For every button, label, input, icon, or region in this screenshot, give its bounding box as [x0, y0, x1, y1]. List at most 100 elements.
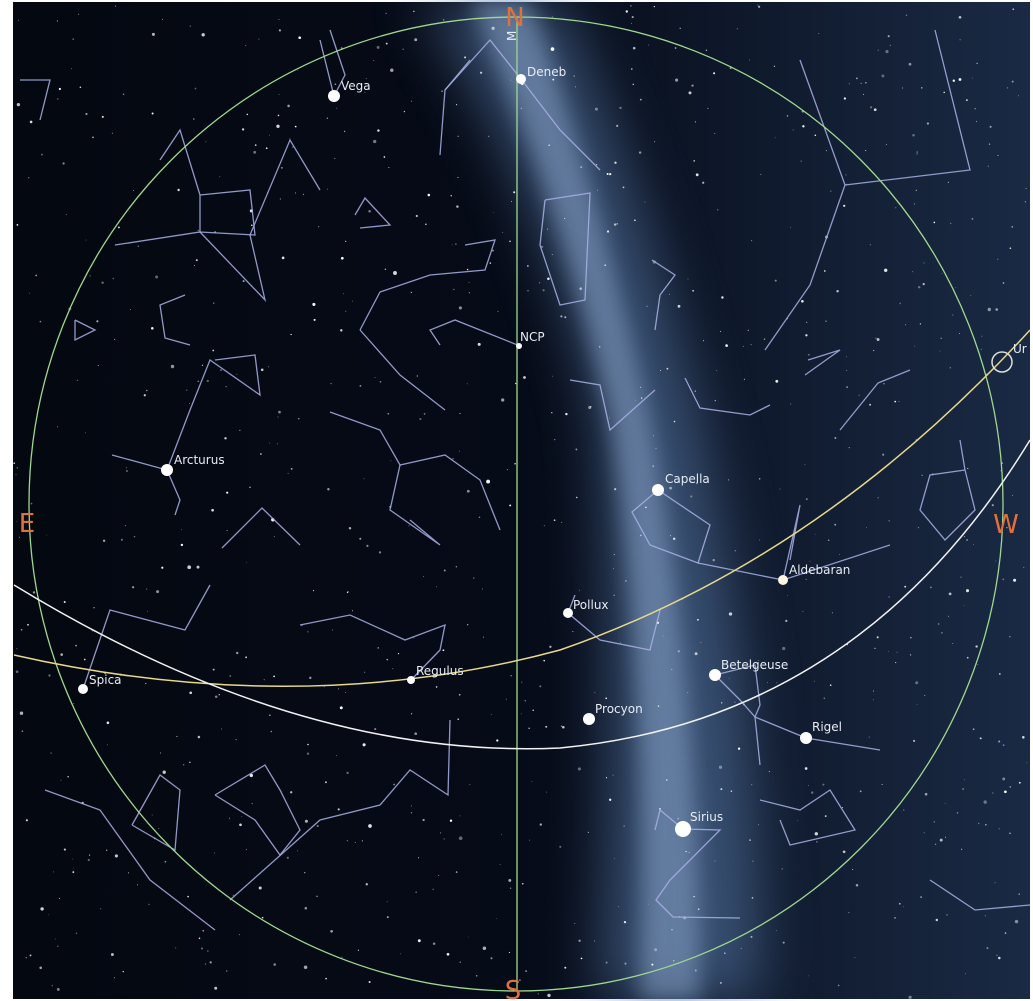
background-star: [1002, 578, 1004, 580]
background-star: [264, 679, 265, 680]
background-star: [460, 961, 461, 962]
background-star: [239, 934, 240, 935]
background-star: [186, 390, 187, 391]
background-star: [219, 176, 220, 177]
background-star: [540, 823, 542, 825]
background-star: [720, 788, 722, 790]
background-star: [288, 473, 289, 474]
background-star: [57, 988, 60, 991]
background-star: [347, 840, 348, 841]
background-star: [986, 947, 988, 949]
background-star: [782, 647, 785, 650]
background-star: [53, 871, 54, 872]
background-star: [271, 731, 273, 733]
background-star: [802, 611, 803, 612]
background-star: [673, 538, 675, 540]
background-star: [332, 630, 333, 631]
background-star: [502, 232, 503, 233]
background-star: [239, 823, 242, 826]
background-star: [660, 370, 661, 371]
background-star: [858, 395, 859, 396]
background-star: [457, 177, 458, 178]
background-star: [390, 68, 393, 71]
background-star: [458, 136, 459, 137]
background-star: [797, 820, 798, 821]
background-star: [324, 686, 325, 687]
background-star: [998, 957, 1001, 960]
background-star: [982, 336, 983, 337]
background-star: [860, 790, 862, 792]
star-label: Spica: [89, 673, 122, 687]
background-star: [160, 753, 161, 754]
background-star: [387, 413, 389, 415]
background-star: [997, 155, 998, 156]
background-star: [258, 39, 259, 40]
background-star: [137, 884, 138, 885]
background-star: [368, 210, 371, 213]
background-star: [531, 781, 532, 782]
background-star: [202, 365, 203, 366]
background-star: [176, 736, 177, 737]
background-star: [107, 744, 108, 745]
background-star: [89, 855, 90, 856]
background-star: [460, 815, 461, 816]
background-star: [749, 839, 751, 841]
background-star: [259, 886, 262, 889]
background-star: [436, 586, 437, 587]
background-star: [31, 503, 33, 505]
background-star: [145, 683, 146, 684]
background-star: [988, 308, 991, 311]
background-star: [594, 941, 595, 942]
background-star: [924, 695, 925, 696]
background-star: [888, 651, 889, 652]
background-star: [364, 478, 365, 479]
background-star: [233, 895, 234, 896]
background-star: [538, 993, 539, 994]
background-star: [146, 589, 147, 590]
background-star: [678, 650, 680, 652]
background-star: [450, 819, 452, 821]
background-star: [459, 413, 460, 414]
background-star: [964, 605, 965, 606]
background-star: [758, 824, 759, 825]
background-star: [966, 99, 968, 101]
background-star: [236, 374, 237, 375]
background-star: [249, 487, 250, 488]
background-star: [1003, 744, 1005, 746]
background-star: [459, 306, 462, 309]
background-star: [305, 820, 308, 823]
background-star: [873, 691, 874, 692]
background-star: [219, 694, 220, 695]
background-star: [404, 111, 405, 112]
background-star: [327, 118, 328, 119]
background-star: [214, 987, 217, 990]
background-star: [806, 579, 807, 580]
background-star: [635, 400, 636, 401]
background-star: [992, 792, 993, 793]
background-star: [214, 852, 215, 853]
background-star: [609, 799, 611, 801]
background-star: [281, 167, 282, 168]
background-star: [373, 60, 374, 61]
background-star: [112, 133, 113, 134]
background-star: [604, 265, 605, 266]
background-star: [201, 947, 203, 949]
background-star: [338, 808, 340, 810]
background-star: [916, 190, 917, 191]
background-star: [298, 418, 299, 419]
background-star: [305, 907, 308, 910]
background-star: [923, 283, 925, 285]
background-star: [981, 349, 982, 350]
background-star: [775, 280, 777, 282]
background-star: [215, 696, 218, 699]
background-star: [363, 743, 366, 746]
star: [709, 669, 721, 681]
background-star: [614, 554, 615, 555]
background-star: [878, 497, 879, 498]
star: [328, 90, 340, 102]
background-star: [580, 166, 582, 168]
background-star: [671, 929, 672, 930]
background-star: [522, 883, 524, 885]
background-star: [358, 950, 359, 951]
background-star: [731, 790, 733, 792]
